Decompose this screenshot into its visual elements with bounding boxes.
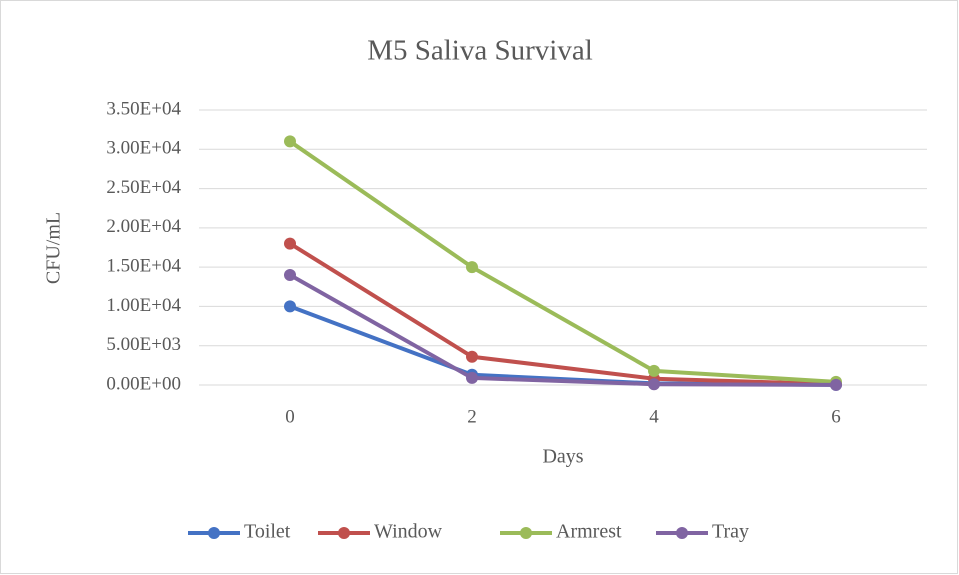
data-point (284, 300, 296, 313)
series-line (288, 241, 838, 387)
x-tick-label: 6 (831, 406, 841, 427)
x-tick-label: 4 (649, 406, 659, 427)
legend-label: Armrest (556, 521, 622, 543)
y-tick-label: 2.50E+04 (106, 177, 181, 198)
y-tick-label: 5.00E+03 (106, 334, 181, 355)
series-line (288, 273, 838, 387)
x-tick-label: 0 (285, 406, 295, 427)
data-point (284, 237, 296, 250)
y-tick-label: 1.00E+04 (106, 295, 181, 316)
data-point (466, 371, 478, 384)
data-point (466, 261, 478, 274)
data-point (648, 378, 660, 391)
legend-marker (338, 527, 350, 539)
data-point (466, 350, 478, 363)
legend-label: Window (374, 521, 443, 543)
y-tick-label: 1.50E+04 (106, 256, 181, 277)
legend-label: Tray (712, 521, 749, 543)
data-point (284, 269, 296, 281)
data-point (830, 378, 842, 391)
legend-marker (520, 527, 532, 539)
data-point (284, 135, 296, 148)
y-tick-label: 3.00E+04 (106, 138, 181, 159)
series-line (288, 139, 838, 384)
y-axis-label: CFU/mL (43, 212, 65, 284)
x-tick-label: 2 (467, 406, 477, 427)
legend-marker (208, 527, 220, 539)
x-axis-label: Days (542, 446, 583, 468)
y-tick-label: 0.00E+00 (106, 373, 181, 394)
y-tick-label: 3.50E+04 (106, 98, 181, 119)
y-tick-label: 2.00E+04 (106, 216, 181, 237)
legend-label: Toilet (244, 521, 291, 543)
data-point (648, 364, 660, 377)
chart-title: M5 Saliva Survival (367, 35, 593, 67)
legend-marker (676, 527, 688, 539)
